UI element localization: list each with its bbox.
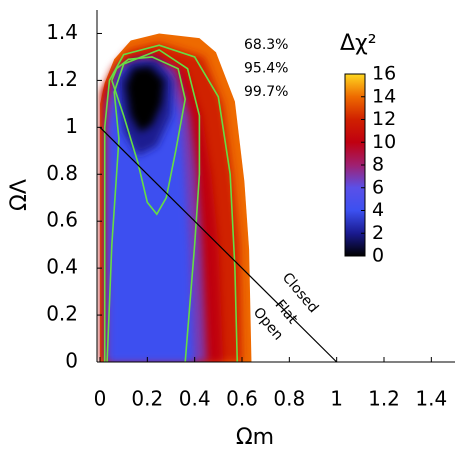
y-tick-label: 1.2 [46, 67, 78, 91]
colorbar-tick-label: 8 [372, 154, 384, 176]
y-tick-label: 0.8 [46, 161, 78, 185]
x-tick-label: 0 [94, 387, 107, 411]
contour-line [111, 56, 187, 216]
x-axis-label: Ωm [236, 425, 274, 450]
y-tick-label: 1.4 [46, 20, 78, 44]
y-tick-label: 0.2 [46, 302, 78, 326]
contour-line [103, 44, 239, 363]
flat-line [99, 126, 338, 363]
colorbar-tick-label: 12 [372, 108, 396, 130]
y-tick-label: 0 [65, 349, 78, 373]
y-tick-label: 1 [65, 114, 78, 138]
colorbar-tick-label: 10 [372, 131, 396, 153]
colorbar-tick-label: 2 [372, 222, 384, 244]
x-tick-label: 1 [330, 387, 343, 411]
contour-label: 95.4% [244, 61, 288, 77]
colorbar-tick-label: 4 [372, 199, 384, 221]
colorbar-tick-label: 16 [372, 63, 396, 85]
x-tick-label: 0.6 [226, 387, 258, 411]
x-tick-label: 1.2 [368, 387, 400, 411]
y-tick-label: 0.4 [46, 255, 78, 279]
colorbar-tick-label: 6 [372, 176, 384, 198]
contours [103, 44, 239, 363]
heatmap [100, 33, 252, 362]
colorbar-title: Δχ² [340, 31, 377, 56]
contour-label: 68.3% [244, 37, 288, 53]
contour-label: 99.7% [244, 84, 288, 100]
x-tick-label: 0.8 [273, 387, 305, 411]
y-tick-label: 0.6 [46, 208, 78, 232]
colorbar-tick-label: 14 [372, 85, 396, 107]
x-tick-label: 1.4 [415, 387, 447, 411]
x-tick-label: 0.2 [131, 387, 163, 411]
y-axis-label: ΩΛ [7, 179, 32, 211]
heat-region [126, 66, 164, 133]
contour-line [106, 48, 201, 363]
colorbar-tick-label: 0 [372, 245, 384, 267]
x-tick-label: 0.4 [179, 387, 211, 411]
